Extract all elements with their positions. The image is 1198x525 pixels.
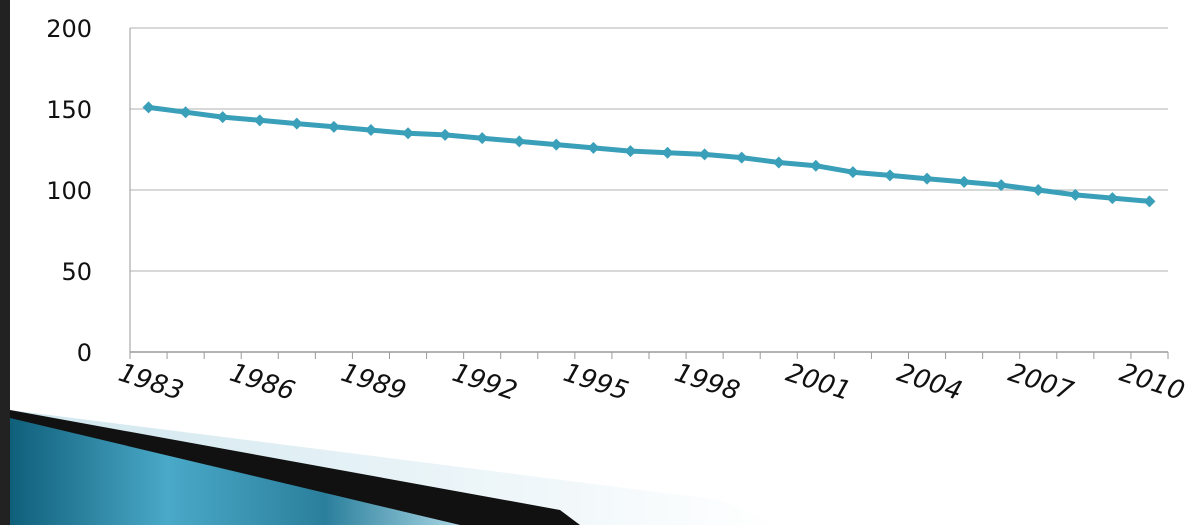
data-point bbox=[995, 179, 1008, 192]
x-tick-label: 2010 bbox=[1116, 358, 1188, 407]
data-point bbox=[883, 169, 896, 182]
data-point bbox=[1106, 192, 1119, 205]
y-tick-label: 100 bbox=[46, 177, 92, 205]
axes bbox=[129, 28, 1169, 359]
slide-decoration bbox=[0, 0, 780, 525]
data-point bbox=[327, 120, 340, 133]
data-point bbox=[142, 101, 155, 114]
data-point bbox=[624, 145, 637, 158]
decor-blue-swoosh bbox=[10, 418, 460, 525]
data-point bbox=[846, 166, 859, 179]
data-point bbox=[587, 141, 600, 154]
data-point bbox=[1069, 188, 1082, 201]
slide-left-border-inner bbox=[10, 0, 14, 420]
data-point bbox=[216, 111, 229, 124]
x-tick-label: 1992 bbox=[449, 358, 521, 407]
x-tick-labels: 1983 1986 1989 1992 1995 1998 2001 2004 2007 2010 bbox=[115, 358, 1188, 407]
y-tick-label: 50 bbox=[61, 258, 92, 286]
y-tick-labels: 0 50 100 150 200 bbox=[46, 15, 92, 367]
data-point bbox=[513, 135, 526, 148]
data-point bbox=[772, 156, 785, 169]
data-point bbox=[958, 175, 971, 188]
grid-lines bbox=[130, 27, 1168, 272]
x-tick-label: 2001 bbox=[782, 358, 854, 407]
x-tick-label: 1995 bbox=[560, 358, 632, 407]
data-point bbox=[402, 127, 415, 140]
data-point bbox=[179, 106, 192, 119]
data-point bbox=[476, 132, 489, 145]
series-line bbox=[146, 104, 1152, 204]
x-tick-label: 1983 bbox=[115, 358, 187, 407]
data-point bbox=[1143, 195, 1156, 208]
data-point bbox=[735, 151, 748, 164]
data-point bbox=[364, 124, 377, 137]
data-point bbox=[439, 128, 452, 141]
x-tick-label: 1986 bbox=[226, 358, 298, 407]
data-point bbox=[921, 172, 934, 185]
x-tick-label: 2004 bbox=[893, 358, 965, 407]
y-tick-label: 200 bbox=[46, 15, 92, 43]
x-tick-label: 1989 bbox=[337, 358, 409, 407]
data-point bbox=[809, 159, 822, 172]
data-point bbox=[550, 138, 563, 151]
x-tick-label: 1998 bbox=[671, 358, 743, 407]
data-point bbox=[698, 148, 711, 161]
y-tick-label: 0 bbox=[77, 339, 92, 367]
x-tick-label: 2007 bbox=[1005, 358, 1078, 407]
slide-left-border bbox=[0, 0, 10, 525]
data-point bbox=[253, 114, 266, 127]
data-series bbox=[142, 101, 1156, 208]
y-tick-label: 150 bbox=[46, 96, 92, 124]
data-point bbox=[1032, 184, 1045, 196]
data-point bbox=[290, 117, 303, 130]
data-point bbox=[661, 146, 674, 159]
